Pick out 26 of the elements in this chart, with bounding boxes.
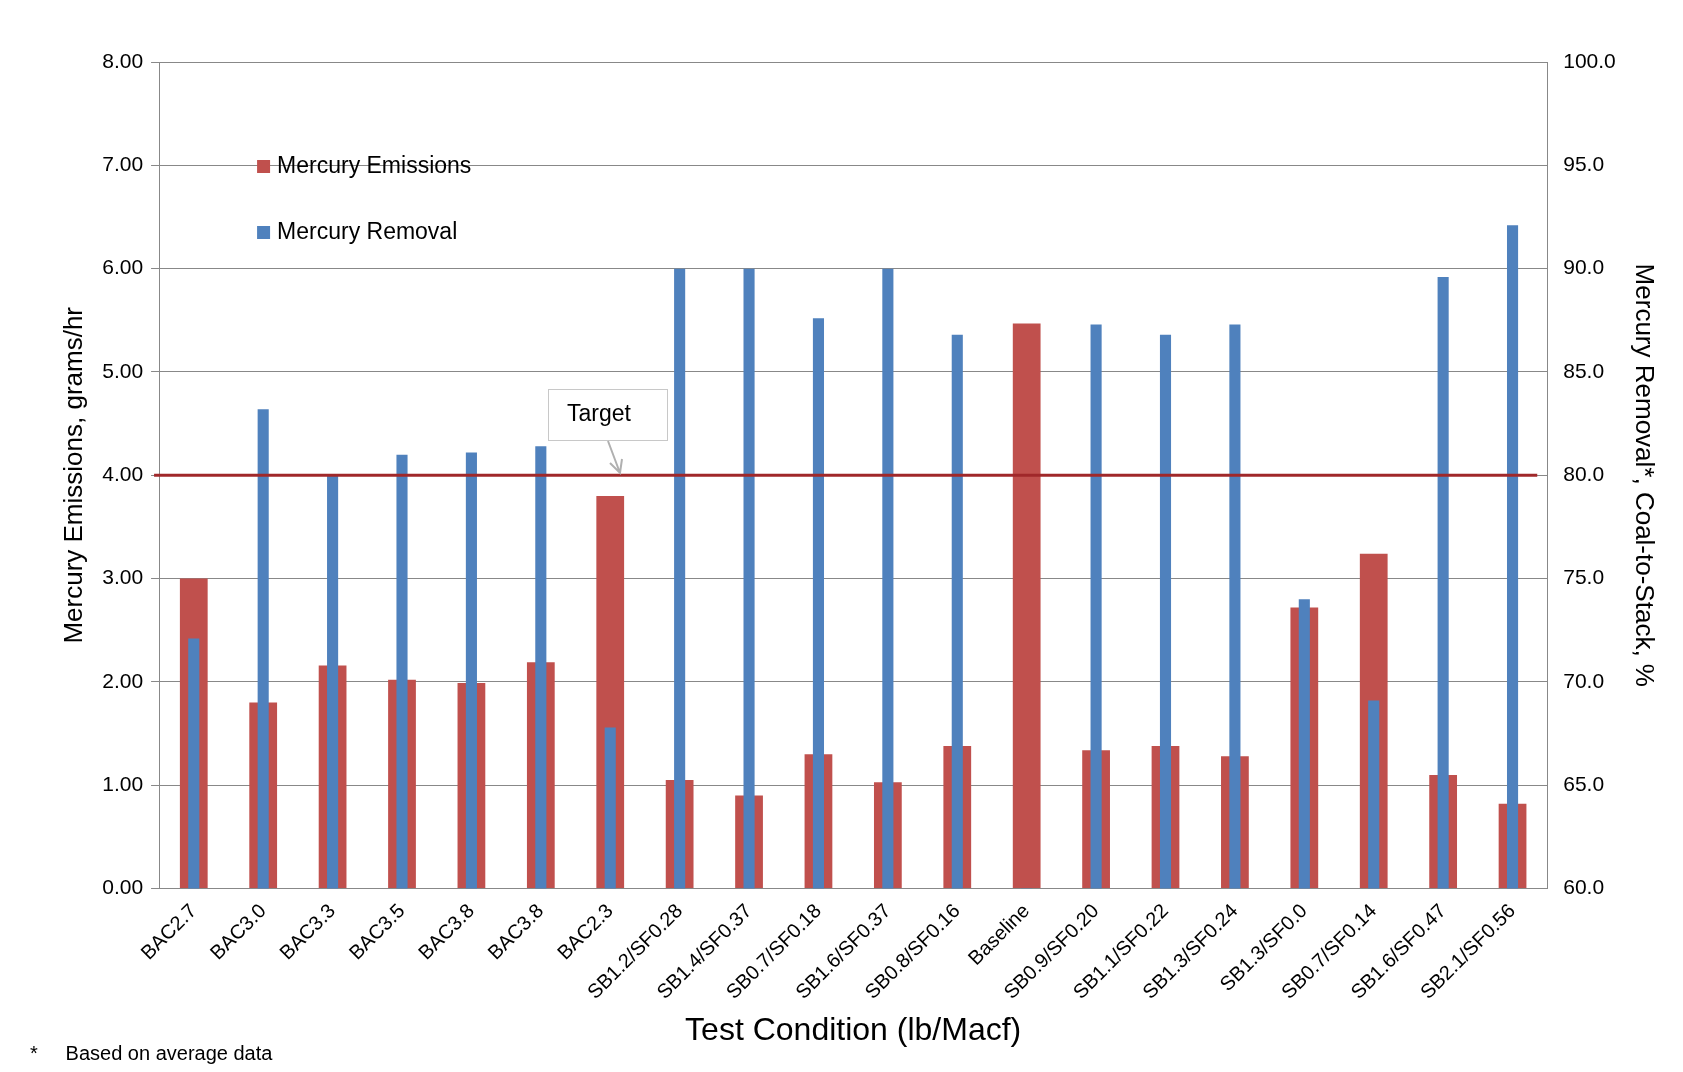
bar [1012, 323, 1041, 889]
y2-tick-label: 70.0 [1563, 668, 1605, 692]
x-axis-title: Test Condition (lb/Macf) [685, 1010, 1022, 1047]
y-tick-label: 5.00 [102, 358, 144, 382]
y-axis-title: Mercury Emissions, grams/hr [57, 306, 88, 644]
y2-tick-label: 85.0 [1563, 358, 1605, 382]
y2-tick-label: 60.0 [1563, 875, 1605, 899]
y2-axis-title: Mercury Removal*, Coal-to-Stack, % [1630, 263, 1661, 687]
y-tick-label: 6.00 [102, 255, 144, 279]
y2-tick-label: 100.0 [1563, 48, 1616, 72]
legend-label: Mercury Emissions [277, 152, 472, 179]
y-tick-label: 2.00 [102, 668, 144, 692]
y-tick-label: 4.00 [102, 462, 144, 486]
y2-tick-label: 95.0 [1563, 152, 1605, 176]
y-tick-label: 1.00 [102, 772, 144, 796]
y-tick-label: 8.00 [102, 48, 144, 72]
y2-tick-label: 80.0 [1563, 462, 1605, 486]
y2-tick-label: 90.0 [1563, 255, 1605, 279]
legend-label: Mercury Removal [277, 218, 458, 245]
y-tick-label: 0.00 [102, 875, 144, 899]
y2-tick-label: 65.0 [1563, 772, 1605, 796]
callout-box: Target [547, 389, 668, 442]
y2-tick-label: 75.0 [1563, 565, 1605, 589]
text: * Based on average data [30, 1042, 274, 1064]
y-tick-label: 7.00 [102, 152, 144, 176]
y-tick-label: 3.00 [102, 565, 144, 589]
